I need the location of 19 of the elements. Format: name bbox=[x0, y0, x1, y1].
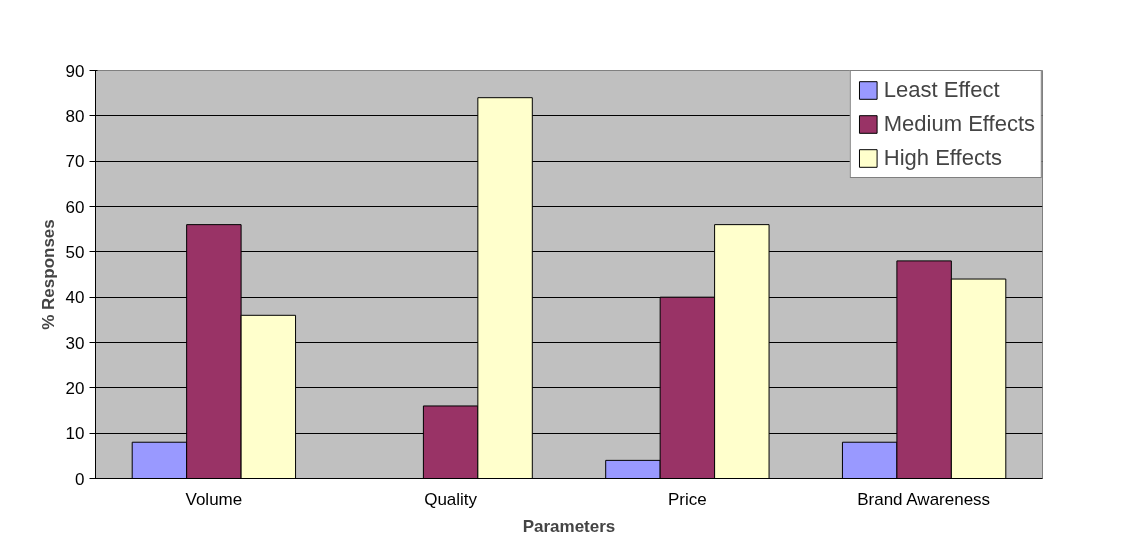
y-tick-label: 60 bbox=[65, 197, 85, 217]
y-tick-label: 30 bbox=[65, 333, 85, 353]
y-tick-label: 10 bbox=[65, 424, 85, 444]
y-tick-label: 20 bbox=[65, 378, 85, 398]
x-tick-label: Volume bbox=[185, 489, 243, 509]
x-tick-label: Brand Awareness bbox=[857, 489, 991, 509]
y-tick-label: 0 bbox=[75, 469, 85, 489]
x-axis-title: Parameters bbox=[522, 516, 616, 536]
y-tick-label: 70 bbox=[65, 152, 85, 172]
legend-label: Medium Effects bbox=[883, 111, 1035, 137]
y-tick-label: 40 bbox=[65, 288, 85, 308]
y-tick-label: 50 bbox=[65, 242, 85, 262]
y-tick-label: 80 bbox=[65, 106, 85, 126]
y-tick-label: 90 bbox=[65, 61, 85, 81]
x-tick-label: Quality bbox=[424, 489, 478, 509]
legend-label: High Effects bbox=[883, 145, 1002, 171]
y-axis-title: % Responses bbox=[38, 219, 58, 330]
x-tick-label: Price bbox=[668, 489, 707, 509]
legend-label: Least Effect bbox=[883, 77, 1000, 103]
